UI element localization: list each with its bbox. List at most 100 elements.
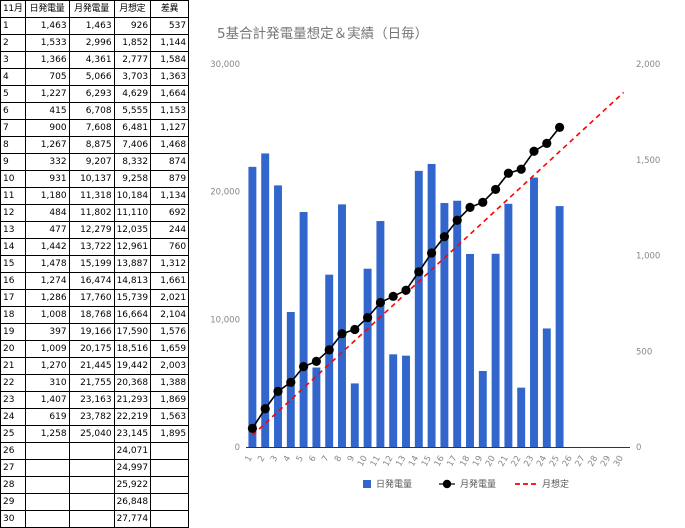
table-cell[interactable]: 1,144: [150, 34, 190, 52]
table-cell[interactable]: 415: [24, 102, 70, 120]
table-cell[interactable]: 1,267: [24, 136, 70, 154]
cumulative-point[interactable]: [363, 312, 373, 323]
table-cell[interactable]: 1,895: [150, 425, 190, 443]
table-cell[interactable]: [150, 510, 190, 528]
bar[interactable]: [325, 274, 334, 447]
column-header[interactable]: 日発電量: [24, 0, 70, 18]
table-cell[interactable]: 27: [0, 459, 26, 477]
bar[interactable]: [504, 203, 513, 447]
table-cell[interactable]: 926: [113, 17, 152, 35]
table-cell[interactable]: 12,279: [68, 221, 115, 239]
column-header[interactable]: 月発電量: [68, 0, 115, 18]
table-cell[interactable]: 397: [24, 323, 70, 341]
bar[interactable]: [299, 212, 308, 447]
table-cell[interactable]: 15,739: [113, 289, 152, 307]
table-cell[interactable]: 18: [0, 306, 26, 324]
cumulative-point[interactable]: [427, 248, 437, 258]
bar[interactable]: [261, 153, 270, 448]
table-cell[interactable]: 26: [0, 442, 26, 460]
table-cell[interactable]: 7,608: [68, 119, 115, 137]
cumulative-point[interactable]: [350, 324, 360, 335]
table-cell[interactable]: 1,407: [24, 391, 70, 409]
cumulative-point[interactable]: [375, 297, 385, 308]
bar[interactable]: [363, 268, 372, 447]
table-cell[interactable]: 27,774: [113, 510, 152, 528]
table-cell[interactable]: [150, 493, 190, 511]
table-cell[interactable]: 10,137: [68, 170, 115, 188]
table-cell[interactable]: 310: [24, 374, 70, 392]
forecast-line[interactable]: [251, 91, 625, 436]
column-header[interactable]: 月想定: [113, 0, 152, 18]
bar[interactable]: [453, 200, 462, 447]
table-cell[interactable]: 5,555: [113, 102, 152, 120]
table-cell[interactable]: 15: [0, 255, 26, 273]
table-cell[interactable]: 1,463: [24, 17, 70, 35]
table-cell[interactable]: 16: [0, 272, 26, 290]
table-cell[interactable]: 8: [0, 136, 26, 154]
bar[interactable]: [491, 253, 500, 447]
column-header[interactable]: 11月: [0, 0, 26, 18]
table-cell[interactable]: 2,021: [150, 289, 190, 307]
table-cell[interactable]: [68, 493, 115, 511]
table-cell[interactable]: 28: [0, 476, 26, 494]
table-cell[interactable]: 18,768: [68, 306, 115, 324]
table-cell[interactable]: 4: [0, 68, 26, 86]
cumulative-point[interactable]: [260, 404, 270, 414]
chart-panel[interactable]: 5基合計発電量想定＆実績（日毎） 0 10,000 20,000 30,000 0 500…: [199, 0, 685, 500]
table-cell[interactable]: 23: [0, 391, 26, 409]
bar[interactable]: [517, 387, 526, 447]
cumulative-point[interactable]: [516, 164, 526, 174]
table-cell[interactable]: 9: [0, 153, 26, 171]
table-cell[interactable]: 1,286: [24, 289, 70, 307]
table-cell[interactable]: 1,563: [150, 408, 190, 426]
table-cell[interactable]: 11,318: [68, 187, 115, 205]
table-cell[interactable]: 1,274: [24, 272, 70, 290]
table-cell[interactable]: 13: [0, 221, 26, 239]
cumulative-point[interactable]: [324, 345, 334, 355]
table-cell[interactable]: 20: [0, 340, 26, 358]
table-cell[interactable]: 6,481: [113, 119, 152, 137]
table-cell[interactable]: 23,782: [68, 408, 115, 426]
table-cell[interactable]: 1: [0, 17, 26, 35]
bar[interactable]: [427, 163, 436, 447]
bar[interactable]: [274, 185, 282, 447]
table-cell[interactable]: 25: [0, 425, 26, 443]
bar[interactable]: [555, 206, 564, 447]
table-cell[interactable]: 1,442: [24, 238, 70, 256]
table-cell[interactable]: 11,110: [113, 204, 152, 222]
table-cell[interactable]: 8,875: [68, 136, 115, 154]
table-cell[interactable]: [24, 476, 70, 494]
table-cell[interactable]: 3,703: [113, 68, 152, 86]
bar[interactable]: [530, 177, 538, 447]
cumulative-point[interactable]: [465, 202, 475, 212]
table-cell[interactable]: 4,629: [113, 85, 152, 103]
table-cell[interactable]: 1,388: [150, 374, 190, 392]
table-cell[interactable]: 17: [0, 289, 26, 307]
table-cell[interactable]: [68, 510, 115, 528]
table-cell[interactable]: 7,406: [113, 136, 152, 154]
table-cell[interactable]: 25,040: [68, 425, 115, 443]
table-cell[interactable]: 13,722: [68, 238, 115, 256]
table-cell[interactable]: 13,887: [113, 255, 152, 273]
bar[interactable]: [478, 370, 487, 447]
table-cell[interactable]: 30: [0, 510, 26, 528]
table-cell[interactable]: 23,163: [68, 391, 115, 409]
table-cell[interactable]: 11,802: [68, 204, 115, 222]
table-cell[interactable]: 1,852: [113, 34, 152, 52]
table-cell[interactable]: 900: [24, 119, 70, 137]
table-cell[interactable]: [68, 476, 115, 494]
cumulative-point[interactable]: [452, 215, 462, 225]
table-cell[interactable]: 1,366: [24, 51, 70, 69]
table-cell[interactable]: 1,127: [150, 119, 190, 137]
bar[interactable]: [440, 203, 449, 447]
table-cell[interactable]: 619: [24, 408, 70, 426]
table-cell[interactable]: 12,961: [113, 238, 152, 256]
cumulative-point[interactable]: [491, 184, 501, 195]
table-cell[interactable]: [68, 459, 115, 477]
table-cell[interactable]: 24: [0, 408, 26, 426]
cumulative-point[interactable]: [529, 146, 539, 156]
table-cell[interactable]: 879: [150, 170, 190, 188]
table-cell[interactable]: 17,760: [68, 289, 115, 307]
table-cell[interactable]: 19,442: [113, 357, 152, 375]
table-cell[interactable]: 484: [24, 204, 70, 222]
